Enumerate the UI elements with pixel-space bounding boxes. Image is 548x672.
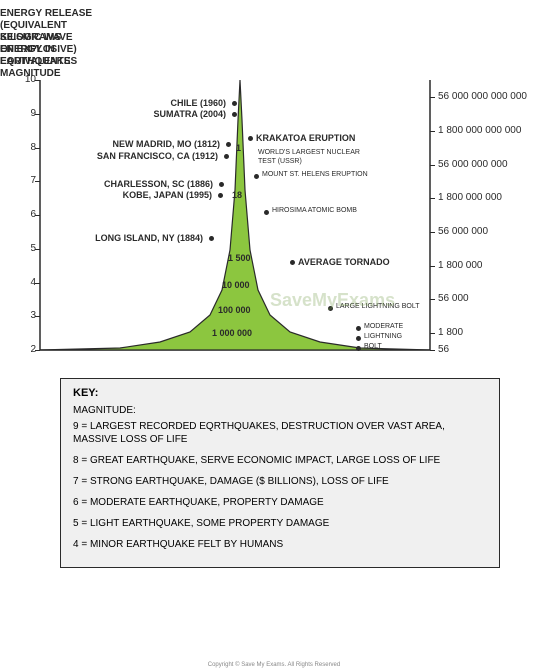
center-label: 1 500 <box>228 253 251 263</box>
release-header: ENERGY RELEASE (EQUIVALENT KILOGRAMS OF … <box>0 8 92 56</box>
key-subtitle: MAGNITUDE: <box>73 405 487 416</box>
key-item: 8 = GREAT EARTHQUAKE, SERVE ECONOMIC IMP… <box>73 454 487 467</box>
key-item: 6 = MODERATE EARTHQUAKE, PROPERTY DAMAGE <box>73 496 487 509</box>
right-event: HIROSIMA ATOMIC BOMB <box>272 207 357 214</box>
left-tick: 7 <box>18 175 36 186</box>
left-event: NEW MADRID, MO (1812) <box>112 139 220 149</box>
right-tick: 1 800 <box>438 327 463 338</box>
left-tick: 9 <box>18 108 36 119</box>
right-tick: 56 000 000 000 000 <box>438 91 527 102</box>
right-tick: 1 800 000 000 <box>438 192 502 203</box>
key-item: 5 = LIGHT EARTHQUAKE, SOME PROPERTY DAMA… <box>73 517 487 530</box>
center-label: 1 000 000 <box>212 328 252 338</box>
right-event: WORLD'S LARGEST NUCLEAR <box>258 149 360 156</box>
copyright: Copyright © Save My Exams. All Rights Re… <box>0 662 548 668</box>
chart-area: MAGNITUDE SEISMIC WAVE ENERGY IN EARTHQU… <box>0 0 548 370</box>
right-event: KRAKATOA ERUPTION <box>256 133 355 143</box>
left-event: LONG ISLAND, NY (1884) <box>95 233 203 243</box>
right-event: MODERATE <box>364 323 403 330</box>
key-item: 9 = LARGEST RECORDED EQRTHQUAKES, DESTRU… <box>73 420 487 446</box>
key-title: KEY: <box>73 387 487 399</box>
left-tick: 4 <box>18 277 36 288</box>
key-box: KEY: MAGNITUDE: 9 = LARGEST RECORDED EQR… <box>60 378 500 568</box>
right-tick: 56 000 <box>438 293 469 304</box>
right-tick: 1 800 000 <box>438 260 483 271</box>
key-item: 4 = MINOR EARTHQUAKE FELT BY HUMANS <box>73 538 487 551</box>
watermark: SaveMyExams <box>270 290 395 311</box>
left-tick: 2 <box>18 344 36 355</box>
center-label: 18 <box>232 190 242 200</box>
right-event: BOLT <box>364 343 382 350</box>
right-tick: 1 800 000 000 000 <box>438 125 521 136</box>
left-event: SUMATRA (2004) <box>153 109 226 119</box>
left-tick: 6 <box>18 209 36 220</box>
right-event: AVERAGE TORNADO <box>298 257 390 267</box>
left-event: CHARLESSON, SC (1886) <box>104 179 213 189</box>
left-tick: 10 <box>18 74 36 85</box>
center-label: 100 000 <box>218 305 251 315</box>
right-event: LIGHTNING <box>364 333 402 340</box>
left-tick: 5 <box>18 243 36 254</box>
left-event: SAN FRANCISCO, CA (1912) <box>97 151 218 161</box>
center-label: 10 000 <box>222 280 250 290</box>
left-tick: 3 <box>18 310 36 321</box>
left-event: CHILE (1960) <box>170 98 226 108</box>
right-tick: 56 <box>438 344 449 355</box>
right-tick: 56 000 000 <box>438 226 488 237</box>
left-tick: 8 <box>18 142 36 153</box>
right-event: MOUNT ST. HELENS ERUPTION <box>262 171 368 178</box>
center-label: 1 <box>236 143 241 153</box>
right-tick: 56 000 000 000 <box>438 159 508 170</box>
left-event: KOBE, JAPAN (1995) <box>123 190 212 200</box>
key-item: 7 = STRONG EARTHQUAKE, DAMAGE ($ BILLION… <box>73 475 487 488</box>
